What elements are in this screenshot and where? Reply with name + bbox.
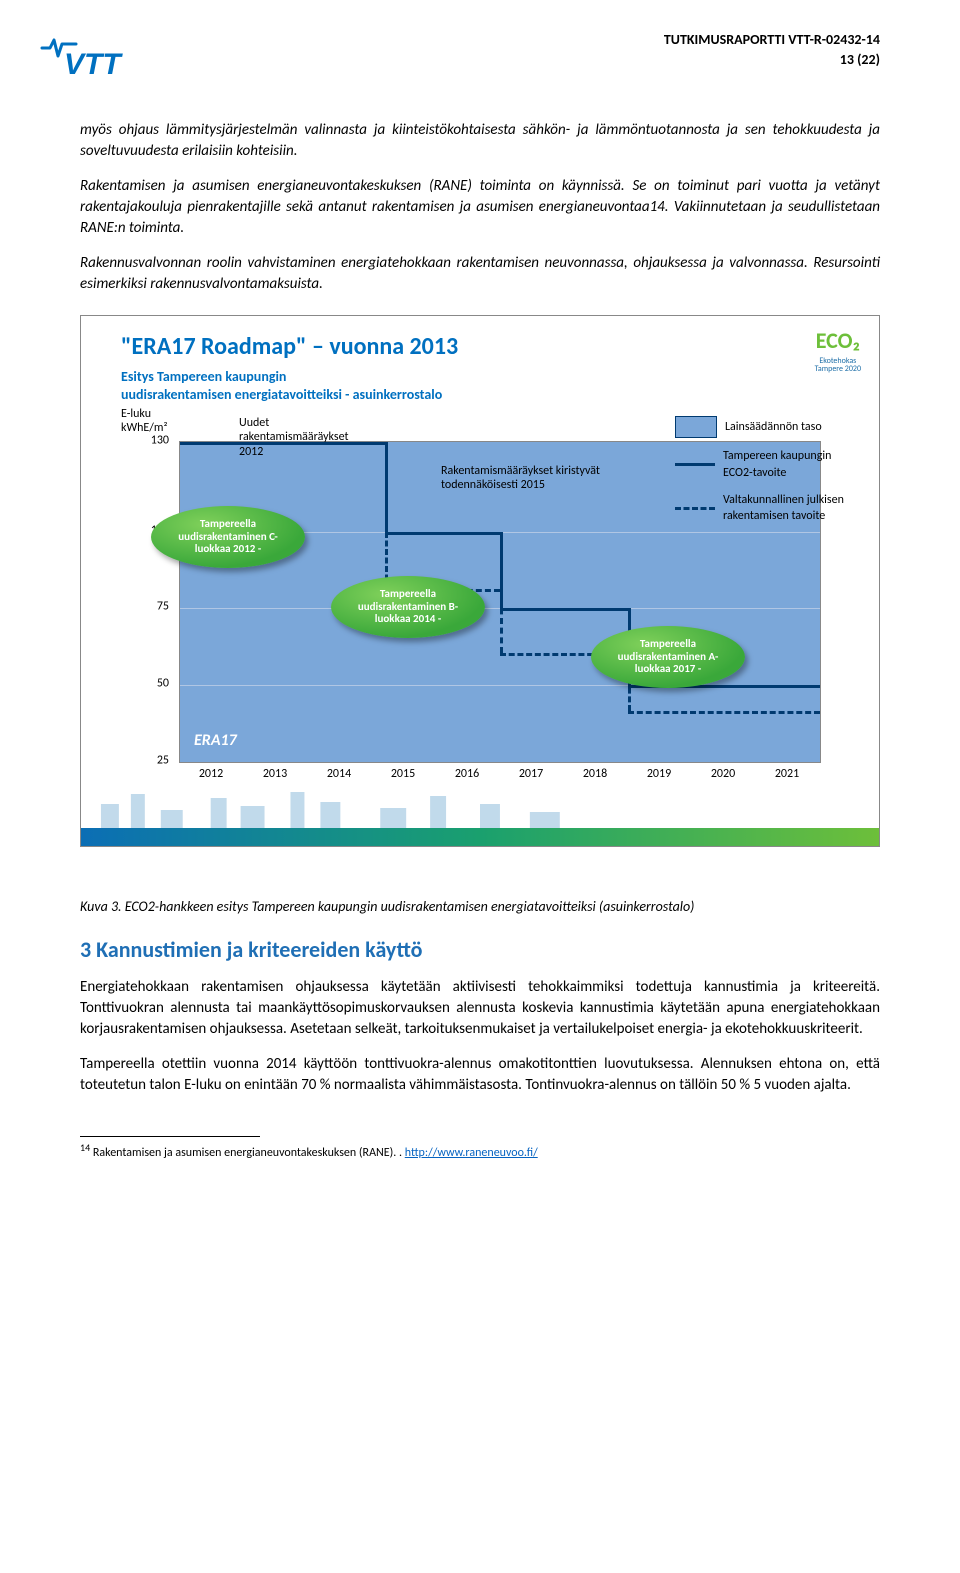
- x-axis: 2012 2013 2014 2015 2016 2017 2018 2019 …: [179, 766, 819, 783]
- chart-header: "ERA17 Roadmap" – vuonna 2013 Esitys Tam…: [121, 330, 681, 404]
- eco2-sub2: Tampere 2020: [815, 365, 861, 373]
- footnote-link[interactable]: http://www.raneneuvoo.fi/: [405, 1146, 538, 1160]
- x-tick: 2019: [627, 766, 691, 783]
- eco2-logo-text: ECO₂: [815, 326, 861, 357]
- x-tick: 2012: [179, 766, 243, 783]
- section-heading: 3 Kannustimien ja kriteereiden käyttö: [80, 935, 880, 966]
- page: VTT TUTKIMUSRAPORTTI VTT-R-02432-14 13 (…: [0, 0, 960, 1222]
- x-tick: 2020: [691, 766, 755, 783]
- legend-label: Tampereen kaupungin ECO2-tavoite: [723, 448, 855, 482]
- header-right: TUTKIMUSRAPORTTI VTT-R-02432-14 13 (22): [664, 30, 880, 69]
- paragraph: myös ohjaus lämmitysjärjestelmän valinna…: [80, 120, 880, 162]
- vtt-logo: VTT: [40, 30, 160, 80]
- annotation-uudet: Uudet rakentamismääräykset 2012: [239, 416, 389, 459]
- page-indicator: 13 (22): [664, 50, 880, 70]
- legend-item: Lainsäädännön taso: [675, 416, 855, 438]
- footnote-number: 14: [80, 1141, 90, 1154]
- x-tick: 2021: [755, 766, 819, 783]
- y-axis-title: E-luku kWhE/m²: [121, 408, 168, 436]
- footnote-text: Rakentamisen ja asumisen energianeuvonta…: [93, 1146, 405, 1160]
- footnote-rule: [80, 1136, 260, 1137]
- y-tick: 25: [157, 753, 169, 770]
- paragraph: Energiatehokkaan rakentamisen ohjauksess…: [80, 977, 880, 1040]
- italic-body: myös ohjaus lämmitysjärjestelmän valinna…: [80, 120, 880, 295]
- y-tick: 75: [157, 599, 169, 616]
- city-silhouette: [81, 784, 879, 846]
- legend-item: Valtakunnallinen julkisen rakentamisen t…: [675, 492, 855, 526]
- era17-roadmap-chart: "ERA17 Roadmap" – vuonna 2013 Esitys Tam…: [80, 315, 880, 847]
- section-body: Energiatehokkaan rakentamisen ohjauksess…: [80, 977, 880, 1096]
- annotation-2015: Rakentamismääräykset kiristyvät todennäk…: [441, 464, 601, 493]
- legend-label: Lainsäädännön taso: [725, 419, 822, 436]
- chart-title: "ERA17 Roadmap" – vuonna 2013: [121, 330, 681, 364]
- chart-legend: Lainsäädännön taso Tampereen kaupungin E…: [675, 416, 855, 535]
- x-tick: 2017: [499, 766, 563, 783]
- ellipse-c-class: Tampereella uudisrakentaminen C-luokkaa …: [151, 506, 305, 568]
- eco2-logo: ECO₂ Ekotehokas Tampere 2020: [815, 326, 861, 373]
- y-tick: 50: [157, 676, 169, 693]
- legend-item: Tampereen kaupungin ECO2-tavoite: [675, 448, 855, 482]
- ellipse-b-class: Tampereella uudisrakentaminen B-luokkaa …: [331, 576, 485, 638]
- page-header: VTT TUTKIMUSRAPORTTI VTT-R-02432-14 13 (…: [80, 30, 880, 90]
- y-axis: 130 100 75 50 25: [125, 441, 173, 761]
- legend-label: Valtakunnallinen julkisen rakentamisen t…: [723, 492, 855, 526]
- footnote: 14 Rakentamisen ja asumisen energianeuvo…: [80, 1141, 880, 1162]
- x-tick: 2018: [563, 766, 627, 783]
- x-tick: 2015: [371, 766, 435, 783]
- paragraph: Tampereella otettiin vuonna 2014 käyttöö…: [80, 1054, 880, 1096]
- ellipse-a-class: Tampereella uudisrakentaminen A-luokkaa …: [591, 626, 745, 688]
- chart-subtitle: Esitys Tampereen kaupungin uudisrakentam…: [121, 368, 681, 404]
- x-tick: 2014: [307, 766, 371, 783]
- paragraph: Rakennusvalvonnan roolin vahvistaminen e…: [80, 253, 880, 295]
- y-tick: 130: [151, 433, 169, 450]
- report-code: TUTKIMUSRAPORTTI VTT-R-02432-14: [664, 30, 880, 50]
- era17-label: ERA17: [194, 730, 237, 752]
- paragraph: Rakentamisen ja asumisen energianeuvonta…: [80, 176, 880, 239]
- x-tick: 2016: [435, 766, 499, 783]
- x-tick: 2013: [243, 766, 307, 783]
- svg-text:VTT: VTT: [64, 48, 123, 80]
- figure-caption: Kuva 3. ECO2-hankkeen esitys Tampereen k…: [80, 897, 880, 917]
